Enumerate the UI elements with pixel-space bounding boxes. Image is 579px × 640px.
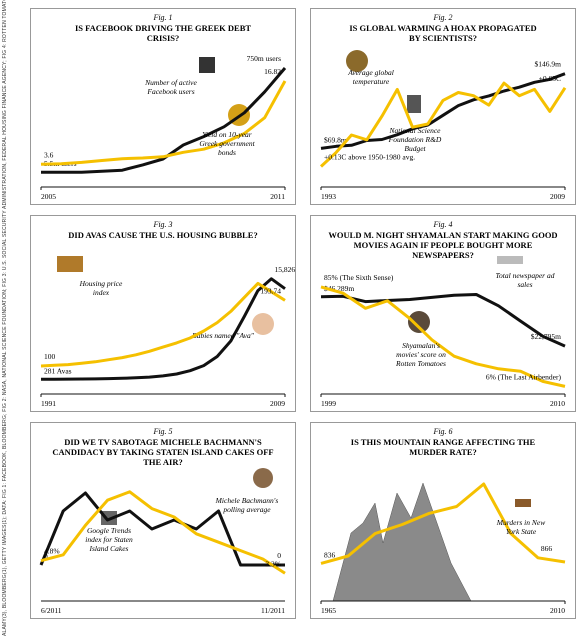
series-line [40,281,286,368]
series-line [39,491,285,567]
x-tick-label: 2010 [550,399,565,408]
chart-title: IS FACEBOOK DRIVING THE GREEK DEBT CRISI… [74,23,252,43]
legend-label: Number of active Facebook users [144,78,197,96]
x-tick-label: 1991 [41,399,56,408]
value-label: 85% (The Sixth Sense) [324,273,394,282]
x-tick-label: 1993 [321,192,336,201]
fig-label: Fig. 2 [433,13,453,22]
panel: Fig. 6 IS THIS MOUNTAIN RANGE AFFECTING T… [310,422,576,619]
facebook-icon [199,57,215,73]
panel: Fig. 1 IS FACEBOOK DRIVING THE GREEK DEBT… [30,8,296,205]
value-label: 193.74 [260,286,281,295]
x-tick-label: 2009 [270,399,285,408]
legend-label: Housing price index [79,279,123,297]
legend-label: National Science Foundation R&D Budget [388,126,442,153]
chart: 1993 2009 $69.8m $146.9m National Science Fou… [319,50,567,201]
chart-title: DID AVAS CAUSE THE U.S. HOUSING BUBBLE? [68,230,258,240]
house-icon [57,256,83,272]
chart: 1991 2009 281 Avas 15,826 Babies named "Ava"… [40,256,295,408]
series-line [41,67,287,174]
fig-label: Fig. 4 [433,220,453,229]
fig-label: Fig. 3 [153,220,173,229]
fig-label: Fig. 6 [433,427,453,436]
legend-label: Babies named "Ava" [192,331,255,340]
panel: Fig. 3 DID AVAS CAUSE THE U.S. HOUSING BU… [30,215,296,412]
legend-label: Michele Bachmann's polling average [215,496,279,514]
panel: Fig. 2 IS GLOBAL WARMING A HOAX PROPAGATE… [310,8,576,205]
value-label: 281 Avas [44,366,72,375]
legend-label: Total newspaper ad sales [496,271,555,289]
value-label: +0.63C [539,74,561,83]
value-label: 100 [44,352,56,361]
fig-label: Fig. 5 [153,427,173,436]
x-tick-label: 2009 [550,192,565,201]
legend-label: Shyamalan's movies' score on Rotten Tomato… [395,341,446,368]
value-label: 6% (The Last Airbender) [486,372,562,381]
legend-label: Murders in New York State [496,518,545,536]
series-line [319,81,567,168]
chart-title: WOULD M. NIGHT SHYAMALAN START MAKING GO… [328,230,558,260]
panel: Fig. 4 WOULD M. NIGHT SHYAMALAN START MAK… [310,215,576,412]
value-label: 866 [541,544,553,553]
x-tick-label: 2011 [270,192,285,201]
value-label: 15,826 [274,265,295,274]
series-line [320,482,566,565]
value-label: 4.8% [44,547,60,556]
value-label: 3.6 [44,150,54,159]
face-icon [408,311,430,333]
x-tick-label: 2010 [550,606,565,615]
series-line [320,293,566,348]
baby-icon [252,313,274,335]
chart-title: IS GLOBAL WARMING A HOAX PROPAGATED BY S… [349,23,537,43]
value-label: $146.9m [535,60,562,69]
value-label: $69.8m [324,135,347,144]
value-label: +0.13C above 1950-1980 avg. [324,153,415,162]
credit: ALAMY(3), BLOOMBERG(1), GETTY IMAGES(1);… [2,0,8,636]
chart: 1999 2010 $46,289m $22,795m Total newspaper … [320,256,566,408]
x-tick-label: 11/2011 [261,606,285,615]
series-line [40,80,287,166]
chart-title: DID WE TV SABOTAGE MICHELE BACHMANN'S CA… [52,437,274,467]
value-label: 0 [277,551,281,560]
chart: 1965 2010 836 866 Murders in New York State [320,482,566,615]
value-label: $46,289m [324,284,354,293]
value-label: $22,795m [531,332,561,341]
globe-icon [346,50,368,72]
gun-icon [515,499,531,507]
series-line [320,72,566,150]
legend-label: Yield on 10-year Greek government bonds [199,130,255,157]
x-tick-label: 6/2011 [41,606,62,615]
mountain-image [332,482,472,602]
legend-label: Google Trends index for Staten Island Cake… [85,526,133,553]
series-line [320,285,566,388]
fig-label: Fig. 1 [153,13,173,22]
value-label: 3.3% [265,559,281,568]
series-line [40,490,286,575]
microscope-icon [407,95,421,113]
value-label: 16.82 [264,67,281,76]
legend-label: Average global temperature [347,68,394,86]
panel: Fig. 5 DID WE TV SABOTAGE MICHELE BACHMAN… [30,422,296,619]
chart: 6/2011 11/2011 0 0 Google Trends index for St… [39,468,286,615]
value-label: 836 [324,550,336,559]
series-line [40,277,286,381]
value-label: 0 [44,552,48,561]
x-tick-label: 1965 [321,606,336,615]
x-tick-label: 2005 [41,192,56,201]
bachmann-icon [253,468,273,488]
newspaper-icon [497,256,523,264]
value-label: 750m users [247,54,281,63]
chart-title: IS THIS MOUNTAIN RANGE AFFECTING THE MUR… [350,437,536,457]
x-tick-label: 1999 [321,399,336,408]
